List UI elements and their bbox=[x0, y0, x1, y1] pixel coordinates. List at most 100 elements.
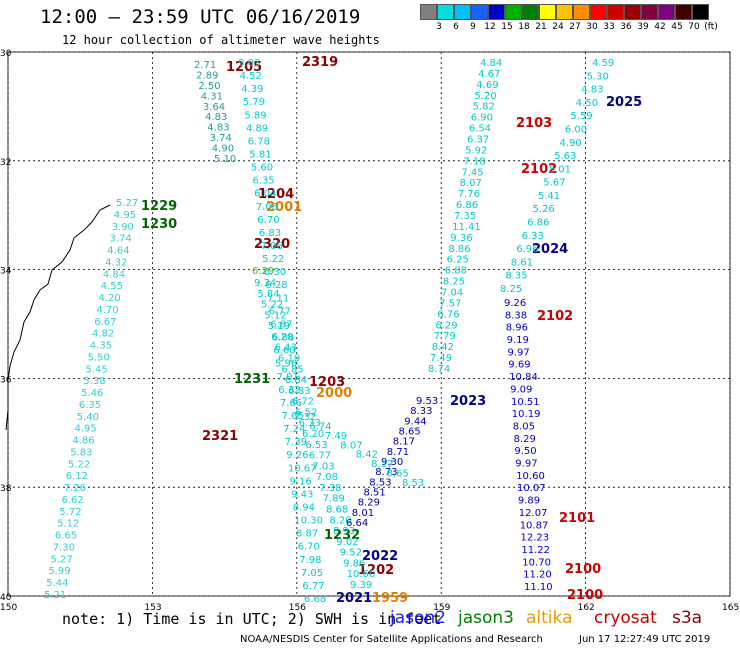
swh-value: 6.67 bbox=[94, 317, 116, 328]
scale-swatch bbox=[556, 4, 573, 20]
swh-value: 6.86 bbox=[527, 218, 549, 229]
swh-value: 4.31 bbox=[201, 91, 223, 102]
swh-value: 8.42 bbox=[432, 342, 454, 353]
swh-value: 4.20 bbox=[99, 293, 121, 304]
swh-value: 5.19 bbox=[268, 321, 290, 332]
swh-value: 5.22 bbox=[261, 300, 283, 311]
swh-value: 5.63 bbox=[554, 151, 576, 162]
swh-value: 11.10 bbox=[524, 582, 553, 593]
swh-value: 4.84 bbox=[480, 58, 502, 69]
track-id-label: 1203 bbox=[309, 375, 345, 390]
swh-value: 7.49 bbox=[325, 431, 347, 442]
swh-value: 6.60 bbox=[273, 346, 295, 357]
swh-value: 5.60 bbox=[251, 163, 273, 174]
page-subtitle: 12 hour collection of altimeter wave hei… bbox=[62, 33, 380, 47]
swh-value: 4.95 bbox=[75, 424, 97, 435]
swh-value: 9.39 bbox=[350, 580, 372, 591]
swh-value: 4.95 bbox=[114, 210, 136, 221]
swh-value: 5.01 bbox=[549, 164, 571, 175]
track-id-label: 1205 bbox=[226, 60, 262, 75]
swh-value: 6.76 bbox=[437, 309, 459, 320]
swh-value: 4.32 bbox=[105, 257, 127, 268]
swh-value: 5.45 bbox=[86, 364, 108, 375]
track-id-label: 2100 bbox=[565, 562, 601, 577]
scale-label: 21 bbox=[535, 22, 547, 32]
swh-value: 9.26 bbox=[286, 450, 308, 461]
lon-label: 153 bbox=[144, 603, 161, 613]
scale-label: 36 bbox=[620, 22, 632, 32]
swh-value: 6.65 bbox=[55, 531, 77, 542]
swh-value: 5.99 bbox=[48, 566, 70, 577]
swh-value: 9.02 bbox=[336, 537, 358, 548]
swh-value: 7.98 bbox=[299, 555, 321, 566]
swh-value: 4.82 bbox=[92, 329, 114, 340]
lat-label: 36 bbox=[0, 375, 12, 385]
swh-value: 11.22 bbox=[521, 545, 550, 556]
swh-value: 10.87 bbox=[520, 520, 549, 531]
swh-value: 8.74 bbox=[428, 364, 450, 375]
track-id-label: 2101 bbox=[559, 511, 595, 526]
swh-value: 7.03 bbox=[312, 461, 334, 472]
swh-value: 7.04 bbox=[441, 288, 463, 299]
track-id-label: 2022 bbox=[362, 549, 398, 564]
swh-value: 2.50 bbox=[198, 81, 220, 92]
swh-value: 10.84 bbox=[509, 372, 538, 383]
swh-value: 5.41 bbox=[538, 191, 560, 202]
swh-value: 6.64 bbox=[346, 518, 368, 529]
scale-label: (ft) bbox=[704, 22, 718, 32]
swh-value: 6.74 bbox=[309, 421, 331, 432]
scale-label: 15 bbox=[501, 22, 513, 32]
track-id-label: 1231 bbox=[234, 372, 270, 387]
swh-value: 7.01 bbox=[277, 372, 299, 383]
scale-swatch bbox=[505, 4, 522, 20]
swh-value: 9.26 bbox=[504, 298, 526, 309]
swh-value: 4.39 bbox=[241, 84, 263, 95]
swh-value: 6.96 bbox=[516, 244, 538, 255]
page-title: 12:00 – 23:59 UTC 06/16/2019 bbox=[40, 6, 361, 28]
swh-value: 5.27 bbox=[116, 198, 138, 209]
swh-value: 3.74 bbox=[210, 133, 232, 144]
swh-value: 9.97 bbox=[508, 347, 530, 358]
swh-value: 5.22 bbox=[68, 459, 90, 470]
lon-label: 165 bbox=[722, 603, 739, 613]
swh-value: 6.78 bbox=[248, 136, 270, 147]
swh-value: 7.24 bbox=[283, 424, 305, 435]
swh-value: 10.67 bbox=[288, 463, 317, 474]
satellite-cryosat: cryosat bbox=[594, 608, 657, 628]
swh-value: 8.17 bbox=[393, 437, 415, 448]
scale-swatch bbox=[437, 4, 454, 20]
track-id-label: 2100 bbox=[567, 588, 603, 603]
swh-value: 4.84 bbox=[103, 269, 125, 280]
swh-value: 6.29 bbox=[435, 320, 457, 331]
swh-value: 8.17 bbox=[371, 459, 393, 470]
swh-value: 8.25 bbox=[500, 284, 522, 295]
swh-value: 5.22 bbox=[262, 254, 284, 265]
swh-value: 9.34 bbox=[254, 278, 276, 289]
scale-swatch bbox=[675, 4, 692, 20]
swh-value: 4.89 bbox=[246, 123, 268, 134]
swh-value: 9.36 bbox=[450, 233, 472, 244]
swh-value: 4.86 bbox=[72, 436, 94, 447]
swh-value: 9.44 bbox=[404, 416, 426, 427]
swh-value: 6.85 bbox=[281, 364, 303, 375]
swh-value: 2.89 bbox=[196, 70, 218, 81]
lat-label: 40 bbox=[0, 593, 12, 603]
scale-swatch bbox=[488, 4, 505, 20]
track-id-label: 2103 bbox=[516, 116, 552, 131]
swh-value: 7.35 bbox=[454, 211, 476, 222]
scale-swatch bbox=[607, 4, 624, 20]
swh-value: 5.79 bbox=[243, 97, 265, 108]
swh-value: 9.97 bbox=[515, 459, 537, 470]
swh-value: 6.04 bbox=[254, 189, 276, 200]
swh-value: 9.69 bbox=[508, 360, 530, 371]
swh-value: 6.88 bbox=[445, 266, 467, 277]
swh-value: 5.83 bbox=[70, 448, 92, 459]
swh-value: 12.07 bbox=[519, 508, 548, 519]
swh-value: 4.83 bbox=[205, 112, 227, 123]
lon-label: 159 bbox=[433, 603, 450, 613]
track-id-label: 2001 bbox=[266, 200, 302, 215]
swh-value: 3.74 bbox=[110, 234, 132, 245]
swh-value: 6.35 bbox=[79, 400, 101, 411]
swh-value: 4.69 bbox=[476, 80, 498, 91]
map-frame bbox=[7, 51, 731, 597]
